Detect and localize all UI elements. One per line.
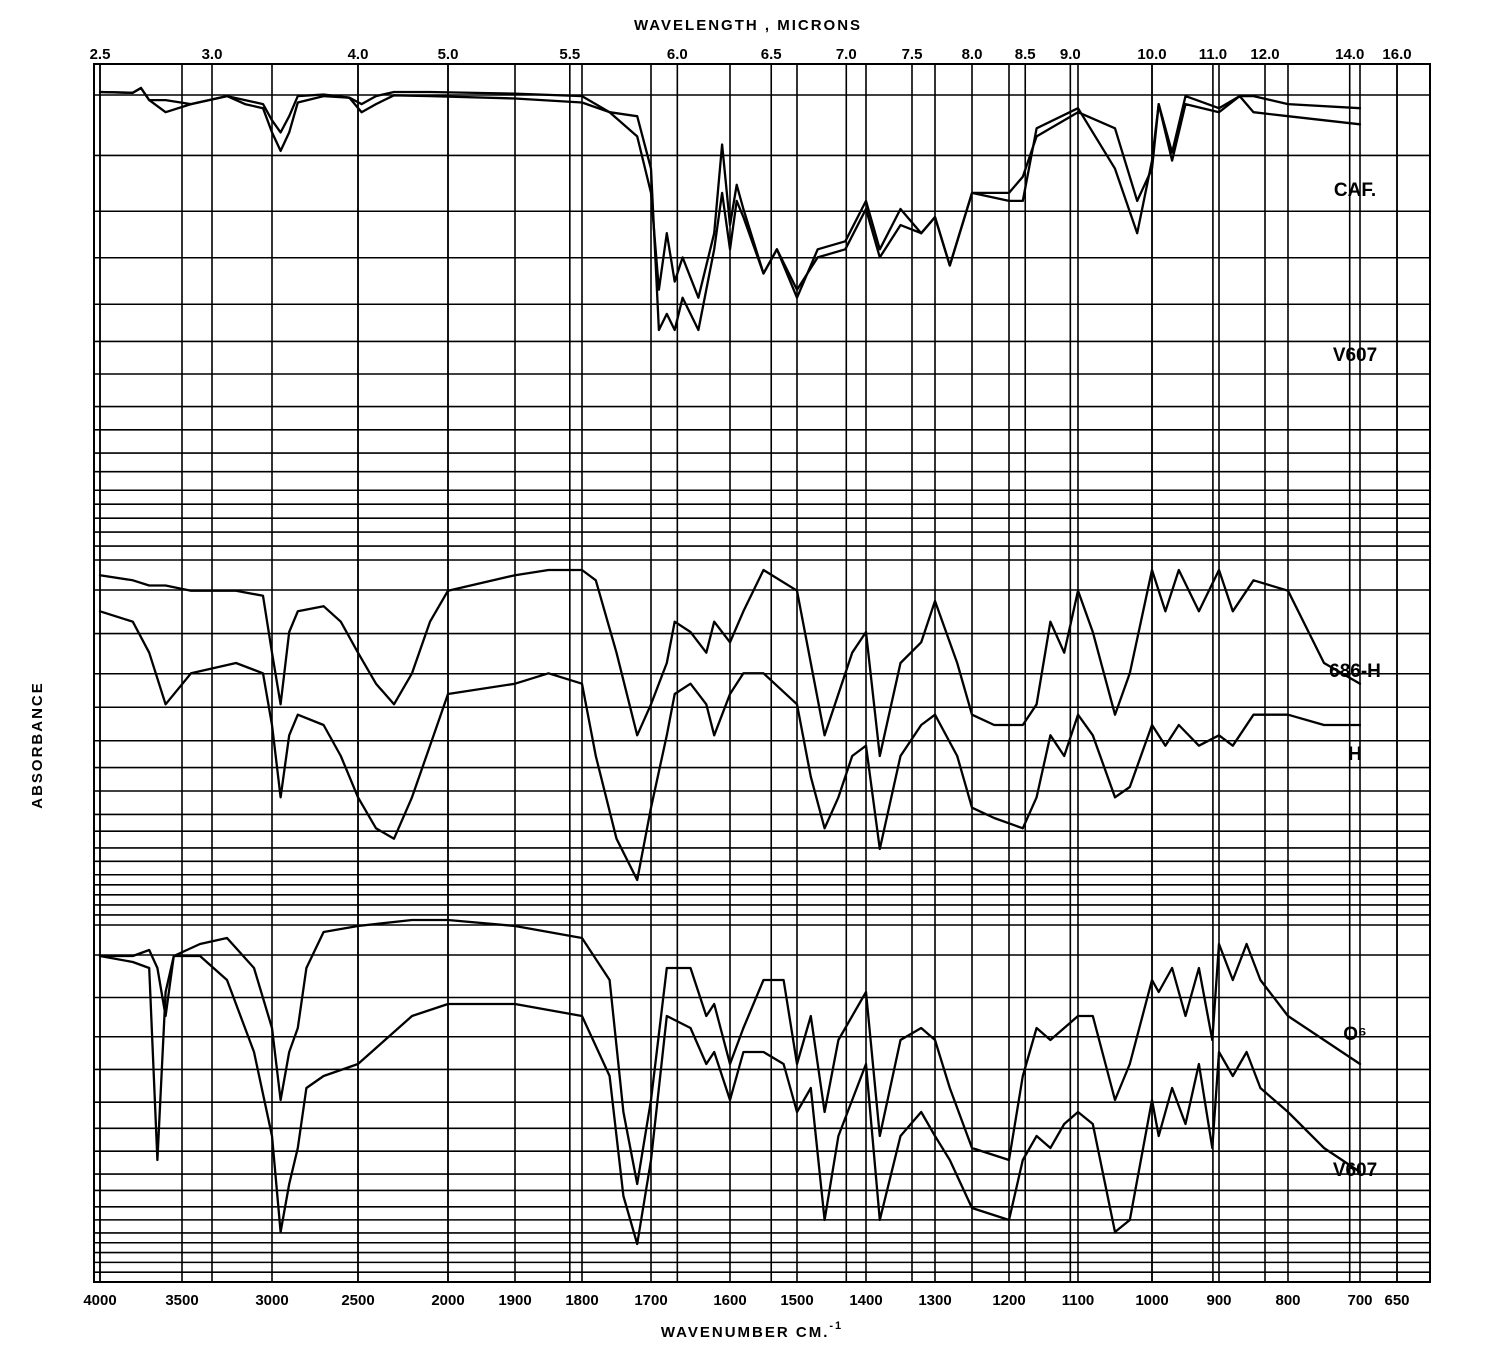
top-axis-title: WAVELENGTH , MICRONS <box>634 17 862 34</box>
series-label: H <box>1348 744 1362 765</box>
wavenumber-tick-label: 1300 <box>918 1292 951 1309</box>
wavelength-axis: 2.5 3.0 4.0 5.0 5.5 6.0 6.5 7.0 7.5 8.0 8.5 9.0 10.0… <box>90 46 1412 63</box>
wavelength-tick-label: 6.5 <box>761 46 782 63</box>
wavenumber-tick-label: 1400 <box>849 1292 882 1309</box>
wavelength-tick-label: 9.0 <box>1060 46 1081 63</box>
series-label: V607 <box>1333 1160 1377 1181</box>
bottom-axis-title: WAVENUMBER CM.-1 <box>661 1320 843 1341</box>
wavenumber-tick-label: 3500 <box>165 1292 198 1309</box>
wavenumber-tick-label: 700 <box>1347 1292 1372 1309</box>
wavenumber-tick-label: 3000 <box>255 1292 288 1309</box>
wavelength-tick-label: 12.0 <box>1250 46 1279 63</box>
wavenumber-tick-label: 4000 <box>83 1292 116 1309</box>
wavenumber-tick-label: 2000 <box>431 1292 464 1309</box>
y-axis-title: ABSORBANCE <box>29 681 46 809</box>
spectrum-trace <box>98 568 1362 758</box>
wavenumber-tick-label: 1600 <box>713 1292 746 1309</box>
wavelength-tick-label: 8.0 <box>962 46 983 63</box>
spectrum-trace <box>98 610 1362 882</box>
spectrum-trace <box>98 918 1362 1186</box>
series-label: O⁶ <box>1343 1024 1367 1045</box>
spectrum-trace <box>98 948 1362 1246</box>
wavelength-tick-label: 7.5 <box>902 46 923 63</box>
wavenumber-tick-label: 1900 <box>498 1292 531 1309</box>
wavenumber-tick-label: 1000 <box>1135 1292 1168 1309</box>
wavelength-tick-label: 2.5 <box>90 46 111 63</box>
wavenumber-tick-label: 1100 <box>1062 1292 1095 1309</box>
spectrum-trace <box>98 86 1362 332</box>
series-label: V607 <box>1333 345 1377 366</box>
wavenumber-tick-label: 800 <box>1275 1292 1300 1309</box>
bottom-axis-title-exponent: -1 <box>829 1320 843 1332</box>
wavelength-tick-label: 5.5 <box>559 46 580 63</box>
wavelength-tick-label: 16.0 <box>1382 46 1411 63</box>
wavenumber-tick-label: 2500 <box>341 1292 374 1309</box>
wavelength-tick-label: 6.0 <box>667 46 688 63</box>
wavelength-tick-label: 3.0 <box>202 46 223 63</box>
series-label: CAF. <box>1334 180 1376 201</box>
wavenumber-tick-label: 900 <box>1206 1292 1231 1309</box>
wavelength-tick-label: 4.0 <box>348 46 369 63</box>
wavenumber-axis: 4000 3500 3000 2500 2000 1900 1800 1700 1600 1500… <box>83 1292 1409 1309</box>
series-label: 686-H <box>1329 661 1381 682</box>
wavenumber-tick-label: 650 <box>1384 1292 1409 1309</box>
wavenumber-tick-label: 1800 <box>565 1292 598 1309</box>
bottom-axis-title-text: WAVENUMBER CM. <box>661 1324 830 1341</box>
wavenumber-tick-label: 1700 <box>634 1292 667 1309</box>
wavelength-tick-label: 10.0 <box>1137 46 1166 63</box>
spectrum-trace <box>98 86 1362 299</box>
wavelength-tick-label: 7.0 <box>836 46 857 63</box>
wavelength-tick-label: 11.0 <box>1199 46 1227 63</box>
series-labels: CAF. V607 686-H H O⁶ V607 <box>1329 180 1381 1181</box>
wavenumber-tick-label: 1200 <box>992 1292 1025 1309</box>
wavelength-tick-label: 8.5 <box>1015 46 1036 63</box>
wavelength-tick-label: 5.0 <box>438 46 459 63</box>
grid <box>93 63 1431 1283</box>
spectra <box>98 86 1362 1246</box>
wavenumber-tick-label: 1500 <box>780 1292 813 1309</box>
wavelength-tick-label: 14.0 <box>1335 46 1364 63</box>
